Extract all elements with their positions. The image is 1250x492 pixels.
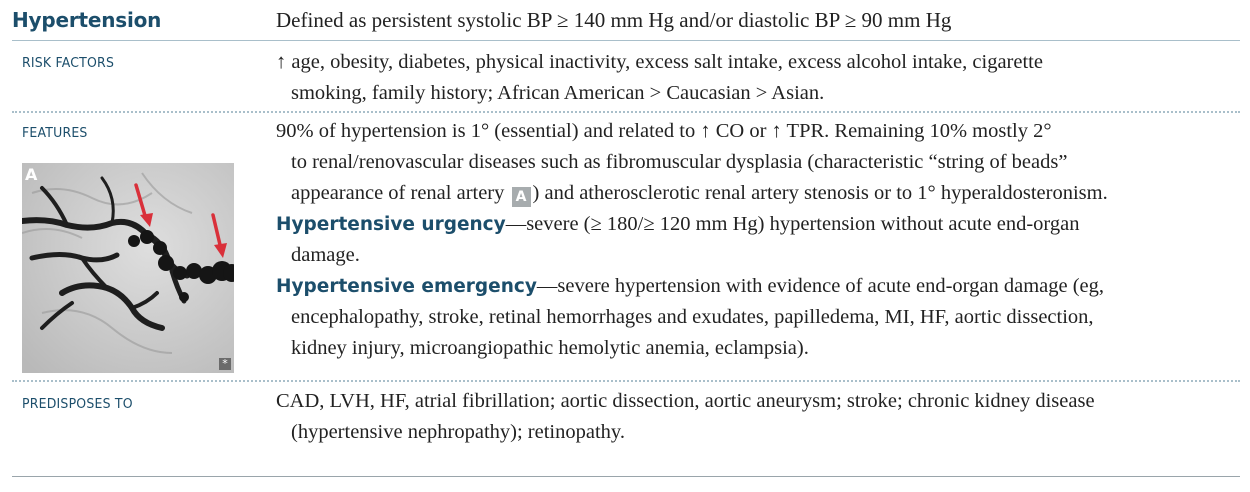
urgency-line2: damage. (291, 244, 360, 266)
features-line3a: appearance of renal artery (291, 182, 510, 204)
figure-label: A (25, 165, 38, 184)
features-line1-part-a: 90% of hypertension is 1° (essential) an… (276, 120, 701, 142)
urgency-term: Hypertensive urgency (276, 214, 506, 235)
predisposes-to-text: CAD, LVH, HF, atrial fibrillation; aorti… (276, 386, 1236, 448)
features-text: 90% of hypertension is 1° (essential) an… (276, 116, 1236, 364)
emergency-line2: encephalopathy, stroke, retinal hemorrha… (291, 306, 1094, 328)
emergency-term: Hypertensive emergency (276, 276, 537, 297)
row-divider (12, 111, 1240, 113)
risk-factors-line2: smoking, family history; African America… (291, 82, 825, 104)
footer-divider (12, 476, 1240, 477)
risk-factors-line1: age, obesity, diabetes, physical inactiv… (286, 51, 1043, 73)
risk-factors-start: ↑ age, obesity, diabetes, physical inact… (276, 51, 1043, 73)
angiogram-graphic (22, 163, 234, 373)
row-divider (12, 380, 1240, 382)
predisposes-paragraph: CAD, LVH, HF, atrial fibrillation; aorti… (276, 386, 1236, 448)
emergency-line3: kidney injury, microangiopathic hemolyti… (291, 337, 809, 359)
asterisk-icon: * (219, 358, 231, 370)
up-arrow-icon: ↑ (276, 51, 287, 73)
risk-factors-text: ↑ age, obesity, diabetes, physical inact… (276, 47, 1236, 109)
emergency-text: —severe hypertension with evidence of ac… (536, 275, 1105, 297)
predisposes-line2: (hypertensive nephropathy); retinopathy. (291, 421, 625, 443)
up-arrow-icon: ↑ (771, 120, 782, 142)
features-paragraph-etiology: 90% of hypertension is 1° (essential) an… (276, 116, 1236, 209)
up-arrow-icon: ↑ (700, 120, 711, 142)
urgency-text: —severe (≥ 180/≥ 120 mm Hg) hypertension… (505, 213, 1080, 235)
topic-title: Hypertension (12, 8, 162, 32)
features-line2: to renal/renovascular diseases such as f… (291, 151, 1068, 173)
features-line3b: ) and atherosclerotic renal artery steno… (532, 182, 1108, 204)
row-label-predisposes-to: PREDISPOSES TO (22, 395, 133, 412)
risk-factors-paragraph: ↑ age, obesity, diabetes, physical inact… (276, 47, 1236, 109)
features-line1-part-b: CO or (710, 120, 772, 142)
features-line1: 90% of hypertension is 1° (essential) an… (276, 120, 1052, 142)
emergency-line1: Hypertensive emergency—severe hypertensi… (276, 275, 1104, 297)
features-line1-part-c: TPR. Remaining 10% mostly 2° (781, 120, 1052, 142)
features-paragraph-emergency: Hypertensive emergency—severe hypertensi… (276, 271, 1236, 364)
figure-reference-badge: A (511, 187, 531, 207)
header-divider (12, 40, 1240, 41)
row-label-features: FEATURES (22, 124, 88, 141)
predisposes-line1: CAD, LVH, HF, atrial fibrillation; aorti… (276, 390, 1095, 412)
row-label-risk-factors: RISK FACTORS (22, 54, 115, 71)
renal-angiogram-image: A * (22, 163, 234, 373)
features-paragraph-urgency: Hypertensive urgency—severe (≥ 180/≥ 120… (276, 209, 1236, 271)
urgency-line1: Hypertensive urgency—severe (≥ 180/≥ 120… (276, 213, 1079, 235)
topic-definition: Defined as persistent systolic BP ≥ 140 … (276, 8, 952, 32)
